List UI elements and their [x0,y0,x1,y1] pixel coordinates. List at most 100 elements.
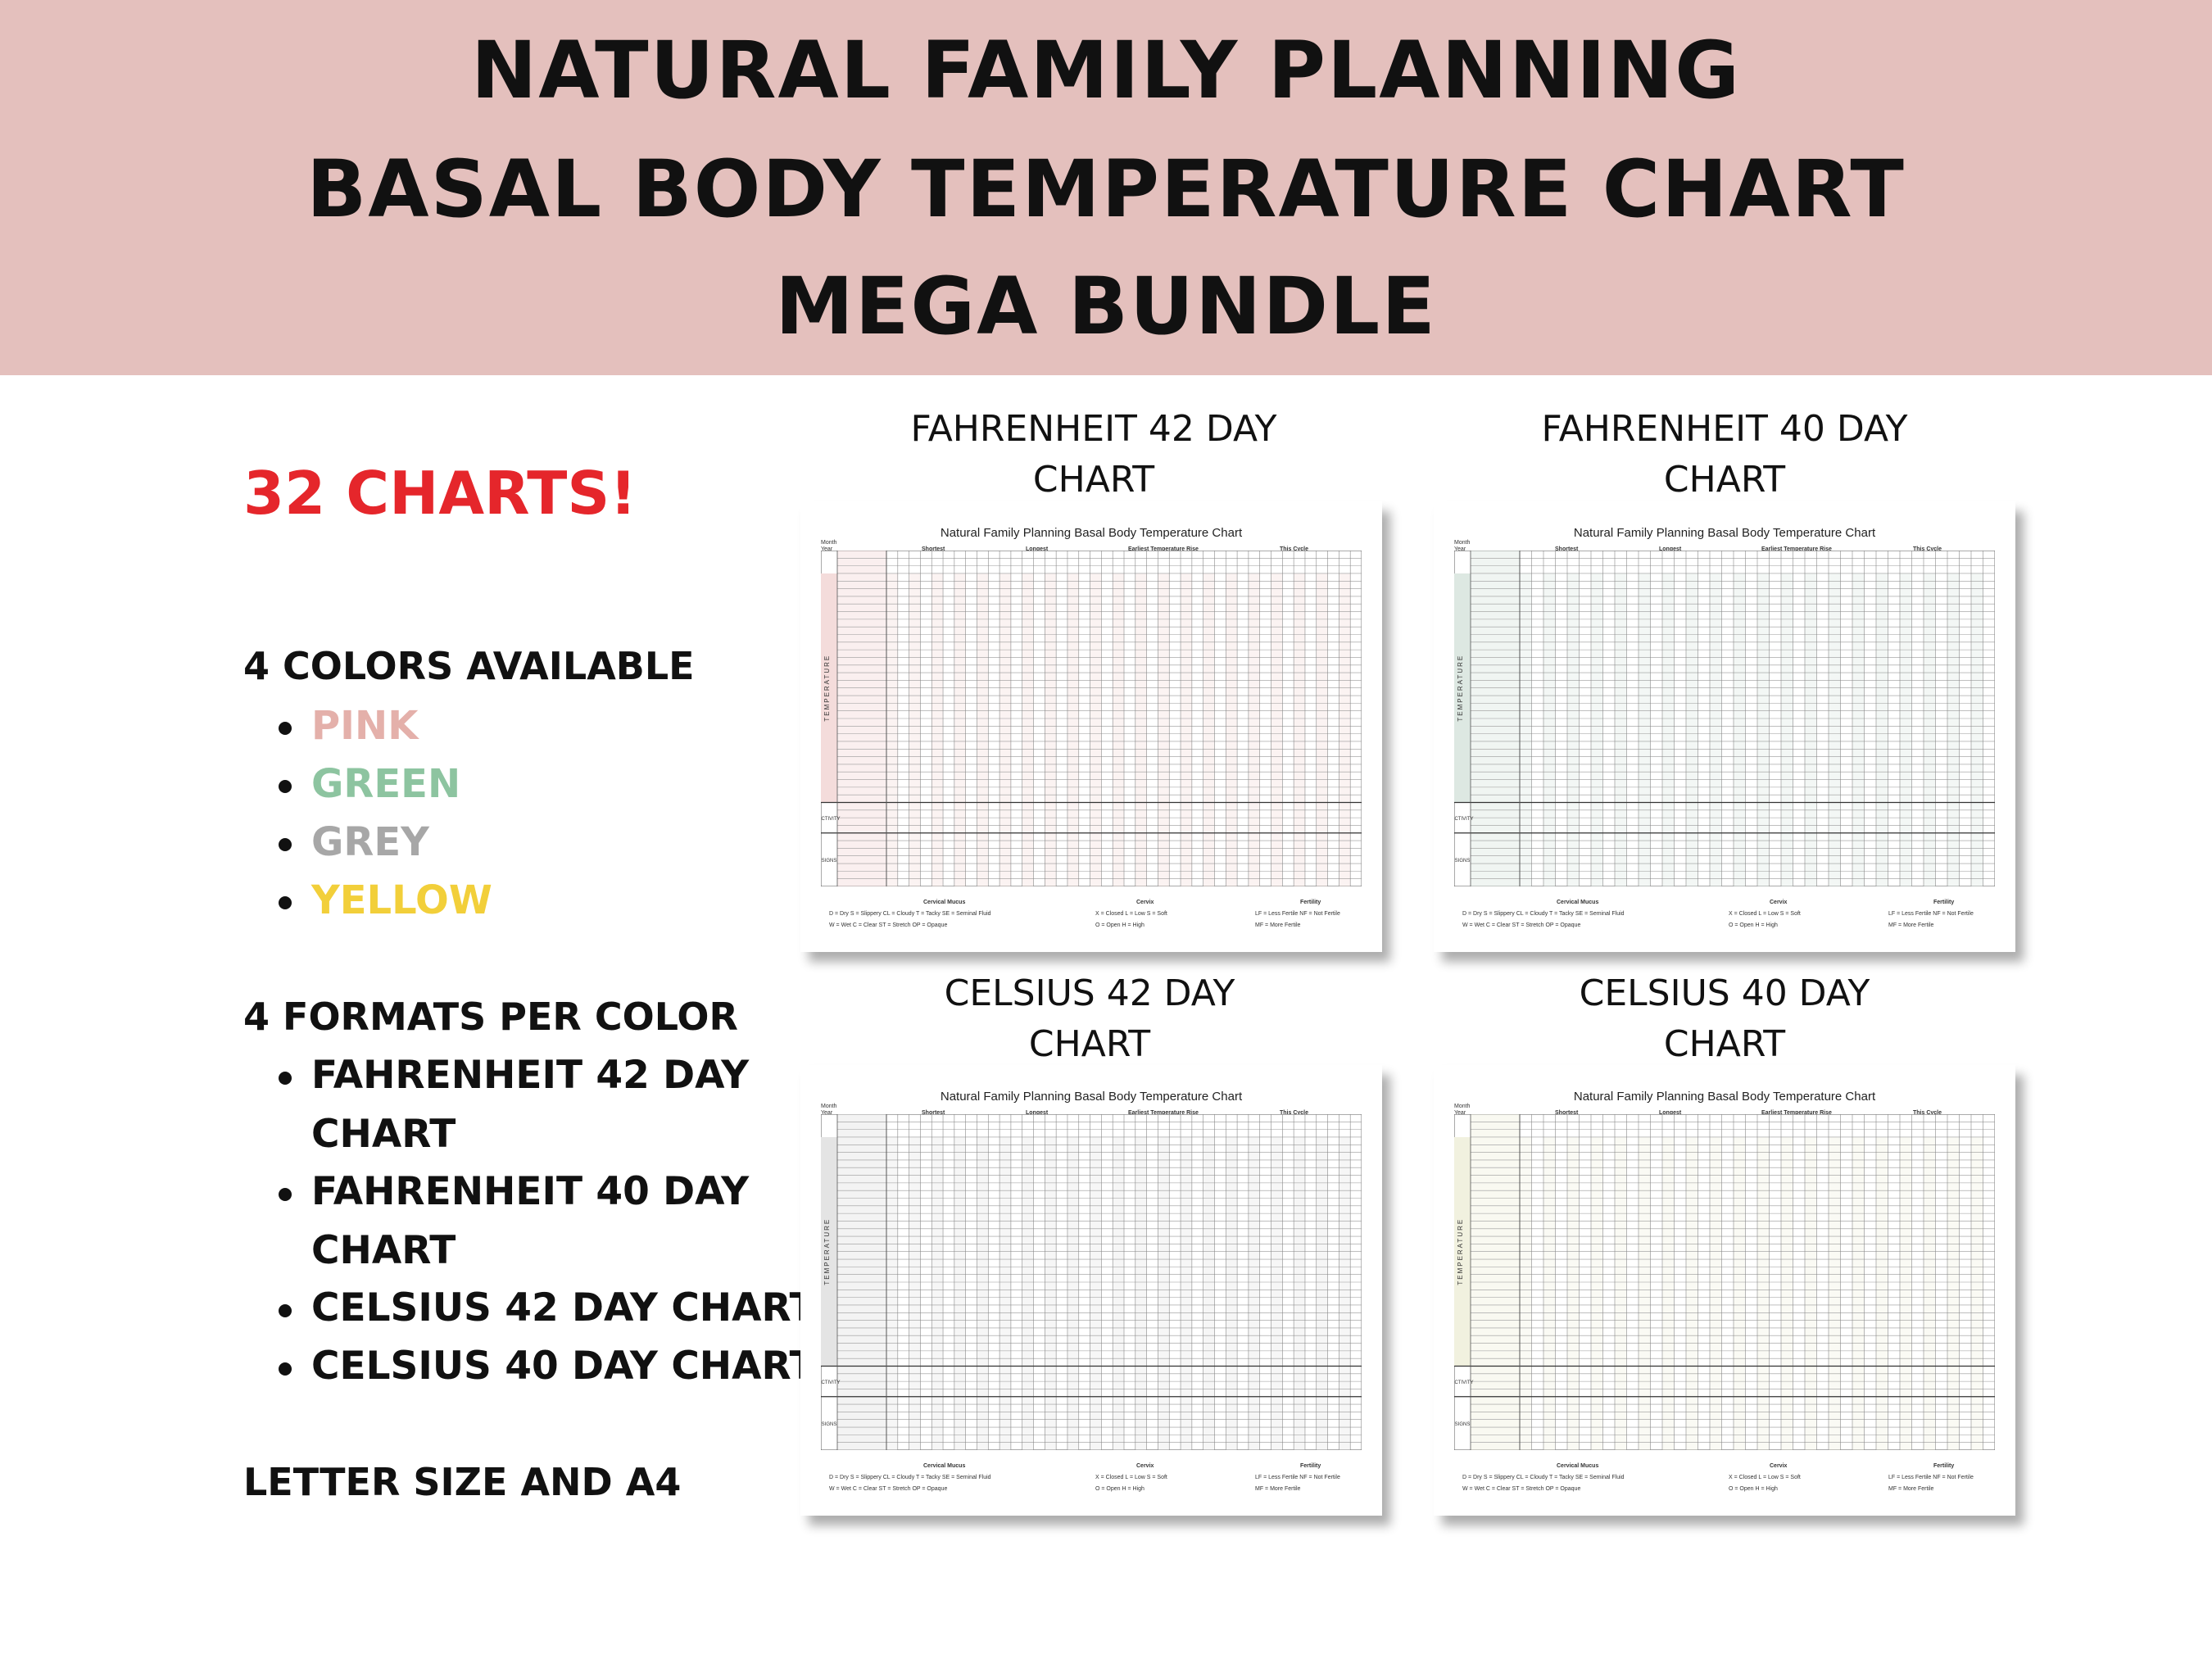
day-column-shade [1852,573,1865,886]
day-column-shade [1248,1136,1260,1450]
day-column-shade [1248,573,1260,886]
banner-title-line-3: MEGA BUNDLE [775,261,1437,352]
bullet-icon [279,1303,292,1317]
format-line-1: FAHRENHEIT 40 DAY [311,1169,750,1214]
day-column-shade [1591,1136,1603,1450]
cervix-heading: Cervix [1136,1463,1154,1469]
chart-grid: TEMPERATURE ACTIVITY SIGNS [821,1114,1362,1450]
paper-size-note: LETTER SIZE AND A4 [243,1460,682,1504]
preview-title-line-1: FAHRENHEIT 40 DAY [1541,408,1908,450]
day-column-shade [1615,1136,1627,1450]
day-column-shade [1294,1136,1305,1450]
day-column-shade [1135,1136,1147,1450]
year-label: Year [1454,1110,1466,1116]
day-column-shade [931,573,944,886]
day-column-shade [1520,573,1532,886]
day-column-shade [1876,1136,1888,1450]
longest-label: Longest [1026,546,1049,552]
preview-title-line-2: CHART [1663,1023,1786,1065]
day-column-shade [1734,573,1746,886]
day-column-shade [1971,573,1983,886]
format-line-2: CHART [311,1228,456,1273]
bullet-icon [279,1187,292,1201]
bullet-icon [279,1362,292,1376]
chart-preview-card: Natural Family Planning Basal Body Tempe… [800,501,1382,952]
color-item-green: GREEN [279,761,460,807]
fertility-legend-row-2: MF = More Fertile [1255,1486,1301,1492]
bullet-icon [279,896,292,909]
day-column-shade [977,1136,989,1450]
day-column-shade [1135,573,1147,886]
month-label: Month [821,1104,837,1109]
day-column-shade [1226,1136,1238,1450]
preview-title-line-1: FAHRENHEIT 42 DAY [910,408,1277,450]
format-line-1: CELSIUS 42 DAY CHART [311,1285,816,1330]
day-column-shade [886,573,898,886]
day-column-shade [1947,573,1960,886]
day-column-shade [1805,1136,1817,1450]
day-column-shade [1543,573,1556,886]
preview-title-line-2: CHART [1028,1023,1151,1065]
longest-label: Longest [1026,1110,1049,1116]
format-item: CELSIUS 42 DAY CHART [279,1279,816,1338]
this-cycle-label: This Cycle [1280,546,1309,552]
signs-label: SIGNS [822,1422,837,1427]
day-column-shade [931,1136,944,1450]
day-column-shade [1294,573,1305,886]
shortest-label: Shortest [1555,1110,1579,1116]
fertility-heading: Fertility [1300,1463,1321,1469]
cervix-heading: Cervix [1136,900,1154,905]
mucus-legend-row-1: D = Dry S = Slippery CL = Cloudy T = Tac… [829,1475,991,1480]
day-column-shade [1067,1136,1079,1450]
day-column-shade [1924,1136,1936,1450]
day-column-shade [1591,573,1603,886]
day-column-shade [1339,1136,1351,1450]
day-column-shade [1022,1136,1034,1450]
day-column-shade [1829,1136,1841,1450]
cervix-legend-row-1: X = Closed L = Low S = Soft [1095,1475,1167,1480]
chart-preview-card: Natural Family Planning Basal Body Tempe… [1434,1065,2015,1516]
day-column-shade [1900,573,1912,886]
day-column-shade [1271,1136,1283,1450]
formats-heading: 4 FORMATS PER COLOR [243,995,738,1039]
temperature-band [1454,1136,1471,1367]
day-column-shade [1022,573,1034,886]
mucus-legend-row-1: D = Dry S = Slippery CL = Cloudy T = Tac… [1462,1475,1625,1480]
day-column-shade [1181,573,1192,886]
temperature-band [1454,573,1471,803]
day-column-shade [954,573,966,886]
day-column-shade [1226,573,1238,886]
day-column-shade [1520,1136,1532,1450]
format-item: FAHRENHEIT 40 DAY CHART [279,1163,749,1281]
day-column-shade [1316,573,1328,886]
day-column-shade [977,573,989,886]
colors-heading: 4 COLORS AVAILABLE [243,644,695,688]
banner-title-line-1: NATURAL FAMILY PLANNING [470,25,1742,116]
color-item-yellow: YELLOW [279,877,492,923]
banner-title-line-2: BASAL BODY TEMPERATURE CHART [306,143,1906,235]
shortest-label: Shortest [922,1110,945,1116]
day-column-shade [1947,1136,1960,1450]
color-label: PINK [311,703,419,749]
earliest-rise-label: Earliest Temperature Rise [1761,1110,1832,1116]
activity-label: ACTIVITY [821,1380,841,1385]
cervical-mucus-heading: Cervical Mucus [1557,900,1599,905]
signs-label: SIGNS [1455,1422,1471,1427]
day-column-shade [999,573,1011,886]
temperature-label: TEMPERATURE [1457,1218,1464,1285]
format-item: FAHRENHEIT 42 DAY CHART [279,1046,749,1164]
color-label: GREY [311,819,429,865]
day-column-shade [1316,1136,1328,1450]
day-column-shade [1090,1136,1102,1450]
day-column-shade [1045,1136,1057,1450]
day-column-shade [1339,573,1351,886]
day-column-shade [1639,573,1651,886]
day-column-shade [1710,1136,1722,1450]
temperature-label: TEMPERATURE [823,1218,831,1285]
color-item-pink: PINK [279,703,418,749]
cervix-legend-row-1: X = Closed L = Low S = Soft [1729,1475,1801,1480]
day-column-shade [1639,1136,1651,1450]
bullet-icon [279,722,292,735]
chart-preview-card: Natural Family Planning Basal Body Tempe… [800,1065,1382,1516]
day-column-shade [1045,573,1057,886]
